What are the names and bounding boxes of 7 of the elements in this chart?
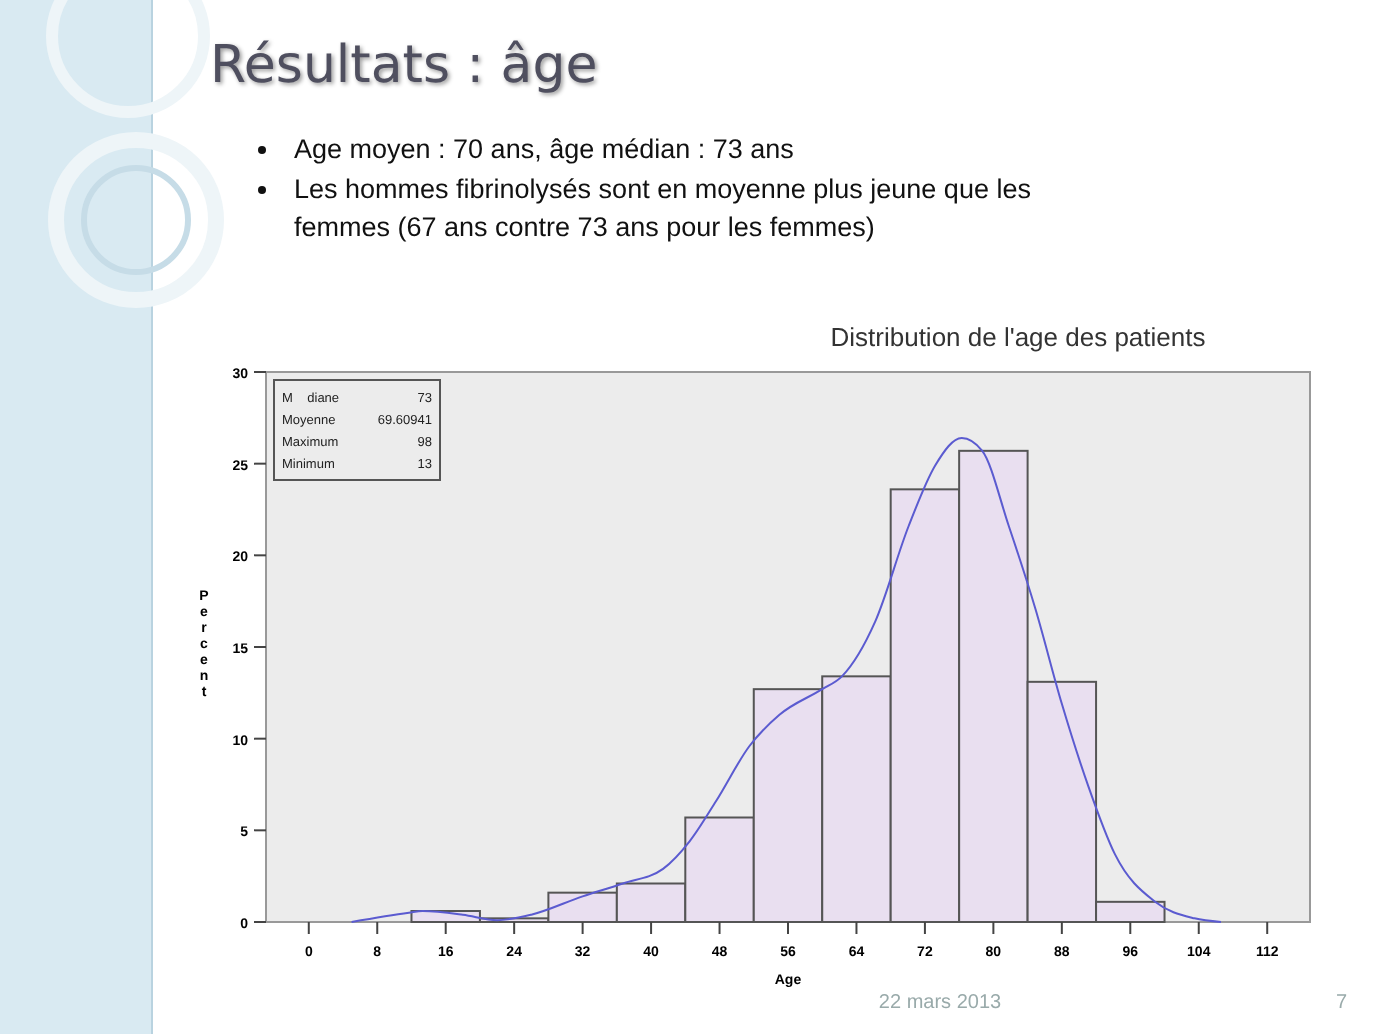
text: 7 xyxy=(1336,992,1348,1014)
chart-title: Distribution de l'age des patients xyxy=(830,322,1207,352)
text: 22 mars 2013 xyxy=(878,992,1003,1014)
line-series xyxy=(350,437,1222,923)
text: Age moyen : 70 ans, âge médian : 73 ans xyxy=(294,132,796,168)
text: Les hommes fibrinolysés sont en moyenne plus jeune que les femmes (67 ans contre 73 ans pour les femmes) xyxy=(294,172,1033,246)
text: Résultats : âge xyxy=(210,36,598,96)
